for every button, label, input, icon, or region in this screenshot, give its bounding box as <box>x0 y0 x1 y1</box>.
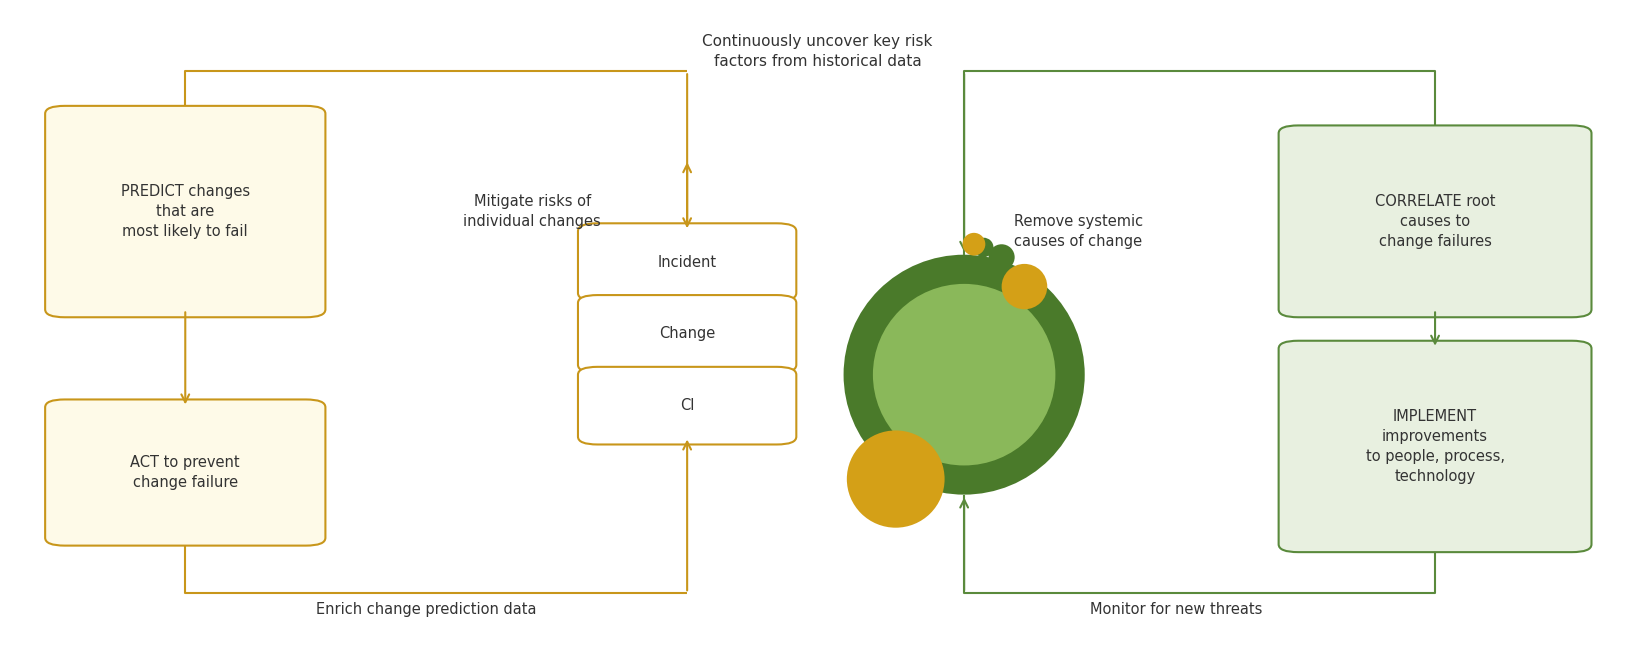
Ellipse shape <box>989 244 1015 270</box>
FancyBboxPatch shape <box>46 399 325 545</box>
Text: Remove systemic
causes of change: Remove systemic causes of change <box>1014 214 1143 249</box>
Text: Incident: Incident <box>657 255 716 270</box>
Text: Mitigate risks of
individual changes: Mitigate risks of individual changes <box>463 194 602 229</box>
Text: IMPLEMENT
improvements
to people, process,
technology: IMPLEMENT improvements to people, proces… <box>1365 409 1504 484</box>
Text: Change: Change <box>659 326 714 342</box>
FancyBboxPatch shape <box>577 295 796 372</box>
Ellipse shape <box>963 233 986 255</box>
Text: Continuously uncover key risk
factors from historical data: Continuously uncover key risk factors fr… <box>703 34 932 69</box>
Text: PREDICT changes
that are
most likely to fail: PREDICT changes that are most likely to … <box>121 184 250 239</box>
Ellipse shape <box>844 255 1084 495</box>
FancyBboxPatch shape <box>46 106 325 317</box>
Ellipse shape <box>873 284 1056 465</box>
FancyBboxPatch shape <box>577 367 796 445</box>
Text: ACT to prevent
change failure: ACT to prevent change failure <box>131 455 240 490</box>
Ellipse shape <box>1002 264 1048 309</box>
FancyBboxPatch shape <box>1279 341 1591 552</box>
Ellipse shape <box>847 430 945 528</box>
Text: Monitor for new threats: Monitor for new threats <box>1091 602 1262 617</box>
Text: CI: CI <box>680 398 695 413</box>
FancyBboxPatch shape <box>577 223 796 301</box>
Text: Enrich change prediction data: Enrich change prediction data <box>316 602 536 617</box>
Text: CORRELATE root
causes to
change failures: CORRELATE root causes to change failures <box>1375 194 1496 249</box>
FancyBboxPatch shape <box>1279 126 1591 317</box>
Ellipse shape <box>974 238 994 257</box>
